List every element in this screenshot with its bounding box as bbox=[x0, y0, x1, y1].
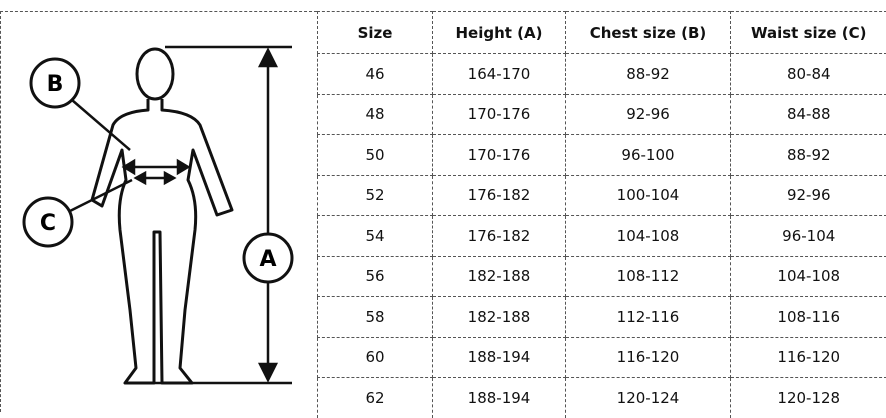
cell: 182-188 bbox=[433, 297, 566, 338]
cell: 54 bbox=[318, 216, 433, 257]
cell: 104-108 bbox=[731, 256, 886, 297]
cell: 58 bbox=[318, 297, 433, 338]
column-header: Size bbox=[318, 12, 433, 54]
cell: 46 bbox=[318, 54, 433, 95]
cell: 112-116 bbox=[566, 297, 731, 338]
cell: 100-104 bbox=[566, 175, 731, 216]
cell: 170-176 bbox=[433, 94, 566, 135]
cell: 60 bbox=[318, 337, 433, 378]
cell: 80-84 bbox=[731, 54, 886, 95]
cell: 188-194 bbox=[433, 337, 566, 378]
cell: 88-92 bbox=[566, 54, 731, 95]
column-header: Chest size (B) bbox=[566, 12, 731, 54]
cell: 164-170 bbox=[433, 54, 566, 95]
cell: 88-92 bbox=[731, 135, 886, 176]
cell: 52 bbox=[318, 175, 433, 216]
cell: 96-100 bbox=[566, 135, 731, 176]
cell: 50 bbox=[318, 135, 433, 176]
cell: 96-104 bbox=[731, 216, 886, 257]
cell: 92-96 bbox=[566, 94, 731, 135]
label-a: A bbox=[259, 247, 276, 272]
column-header: Waist size (C) bbox=[731, 12, 886, 54]
cell: 48 bbox=[318, 94, 433, 135]
body-figure: B C A bbox=[0, 0, 317, 412]
cell: 108-112 bbox=[566, 256, 731, 297]
label-b: B bbox=[47, 72, 64, 97]
cell: 84-88 bbox=[731, 94, 886, 135]
cell: 108-116 bbox=[731, 297, 886, 338]
cell: 176-182 bbox=[433, 175, 566, 216]
cell: 92-96 bbox=[731, 175, 886, 216]
column-header: Height (A) bbox=[433, 12, 566, 54]
cell: 104-108 bbox=[566, 216, 731, 257]
cell: 170-176 bbox=[433, 135, 566, 176]
cell: 116-120 bbox=[566, 337, 731, 378]
label-c: C bbox=[40, 211, 56, 236]
cell: 56 bbox=[318, 256, 433, 297]
cell: 176-182 bbox=[433, 216, 566, 257]
cell: 116-120 bbox=[731, 337, 886, 378]
cell: 182-188 bbox=[433, 256, 566, 297]
